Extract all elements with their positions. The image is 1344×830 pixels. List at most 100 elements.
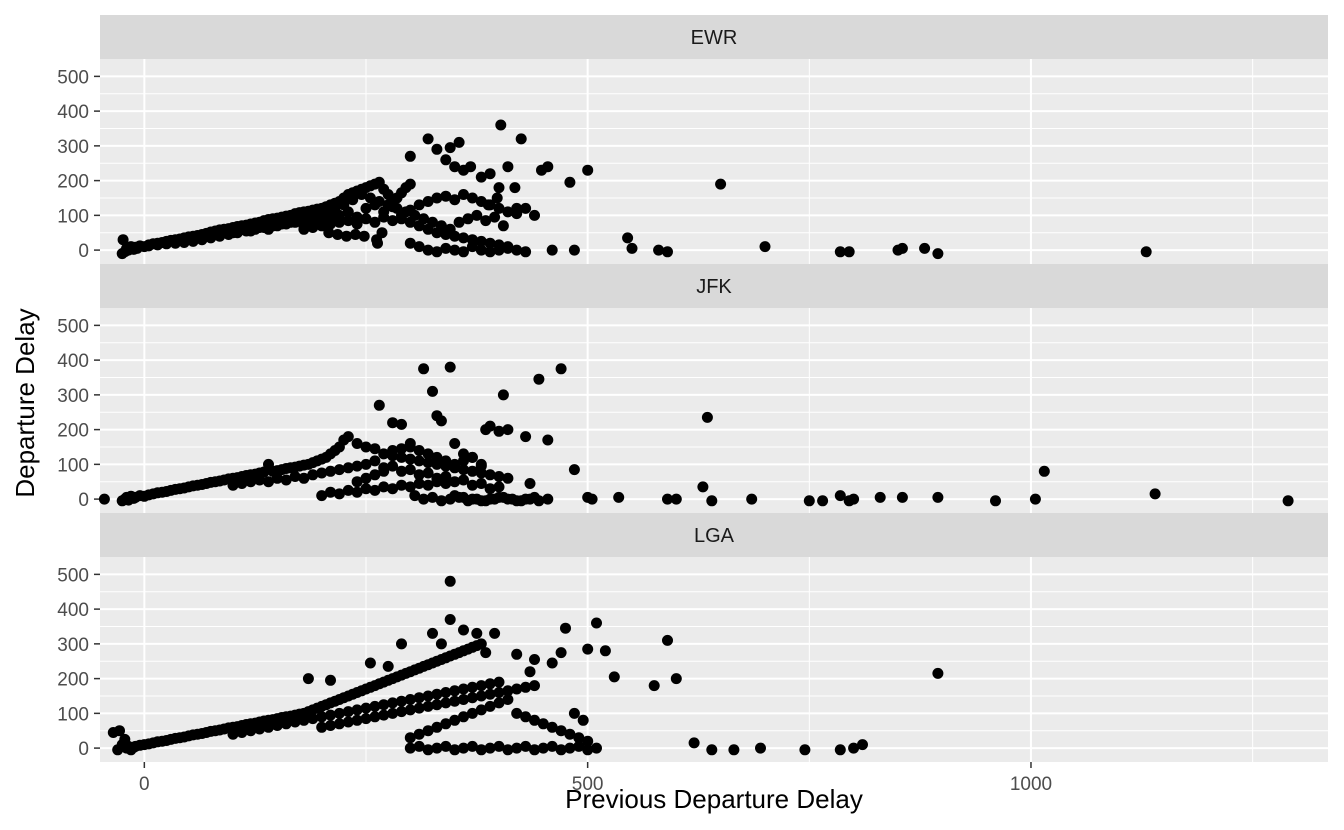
data-point [491, 192, 503, 204]
data-point [325, 709, 336, 721]
facet-strip [100, 513, 1328, 557]
data-point [919, 242, 931, 254]
facet-strip-label: LGA [694, 525, 735, 547]
data-point [413, 740, 425, 752]
data-point [161, 238, 172, 250]
data-point [347, 194, 359, 206]
data-point [586, 493, 598, 505]
data-point [285, 216, 297, 228]
data-point [422, 725, 434, 737]
data-point [404, 732, 416, 744]
data-point [502, 694, 514, 705]
data-point [834, 490, 846, 502]
data-point [502, 206, 514, 218]
data-point [307, 469, 319, 481]
data-point [484, 420, 496, 432]
data-point [537, 742, 549, 754]
data-point [520, 202, 532, 214]
data-point [435, 495, 447, 507]
data-point [413, 199, 425, 211]
facet-strip [100, 264, 1328, 308]
data-point [418, 213, 430, 225]
data-point [382, 660, 394, 672]
data-point [413, 445, 425, 456]
data-point [245, 476, 257, 488]
data-point [413, 728, 425, 740]
data-point [555, 744, 567, 756]
data-point [834, 744, 846, 756]
data-point [378, 709, 390, 721]
data-point [422, 700, 434, 712]
data-point [542, 493, 554, 505]
data-point [502, 424, 514, 436]
data-point [533, 495, 545, 507]
data-point [706, 744, 718, 756]
data-point [568, 464, 580, 476]
data-point [497, 389, 509, 401]
data-point [373, 399, 385, 411]
data-point [529, 654, 540, 665]
data-point [489, 627, 501, 639]
facet-strip-label: JFK [696, 276, 732, 298]
y-tick-label: 0 [78, 490, 89, 511]
data-point [759, 241, 771, 253]
data-point [396, 418, 407, 430]
x-axis: 0 500 1000 [139, 762, 1052, 795]
data-point [440, 455, 452, 467]
data-point [178, 237, 190, 248]
y-tick-label: 200 [57, 421, 89, 442]
data-point [280, 474, 292, 486]
data-point [475, 704, 487, 716]
data-point [440, 687, 452, 698]
data-point [369, 711, 381, 723]
data-point [369, 455, 381, 467]
data-point [214, 230, 226, 242]
data-point [311, 209, 323, 221]
data-point [466, 241, 478, 253]
data-point [351, 460, 363, 472]
data-point [932, 667, 944, 679]
data-point [280, 718, 292, 730]
data-point [440, 242, 452, 254]
data-point [1149, 488, 1161, 500]
data-point [484, 688, 496, 700]
data-point [360, 441, 372, 453]
data-point [333, 707, 345, 719]
data-point [360, 483, 372, 495]
data-point [349, 229, 361, 240]
data-point [360, 702, 372, 714]
data-point [458, 189, 469, 200]
data-point [799, 744, 811, 756]
data-point [453, 136, 465, 148]
data-point [475, 690, 487, 702]
data-point [458, 246, 469, 258]
data-point [254, 474, 266, 486]
data-point [502, 242, 514, 254]
data-point [387, 417, 399, 429]
data-point [458, 694, 469, 705]
y-tick-label: 100 [57, 455, 89, 476]
data-point [648, 680, 660, 692]
data-point [471, 493, 483, 505]
data-point [449, 194, 461, 206]
data-point [369, 700, 381, 712]
data-point [236, 478, 248, 489]
data-point [333, 718, 345, 730]
data-point [524, 478, 536, 489]
data-point [400, 206, 412, 218]
data-point [502, 744, 514, 756]
data-point [378, 465, 390, 477]
y-tick-label: 300 [57, 386, 89, 407]
data-point [493, 676, 505, 688]
data-point [356, 189, 368, 200]
data-point [449, 744, 461, 756]
data-point [341, 230, 352, 242]
data-point [484, 678, 496, 690]
data-point [489, 493, 501, 505]
data-point [475, 458, 487, 470]
data-point [511, 742, 523, 754]
y-tick-label: 200 [57, 172, 89, 193]
data-point [323, 227, 335, 239]
data-point [626, 242, 638, 254]
data-point [369, 443, 381, 455]
